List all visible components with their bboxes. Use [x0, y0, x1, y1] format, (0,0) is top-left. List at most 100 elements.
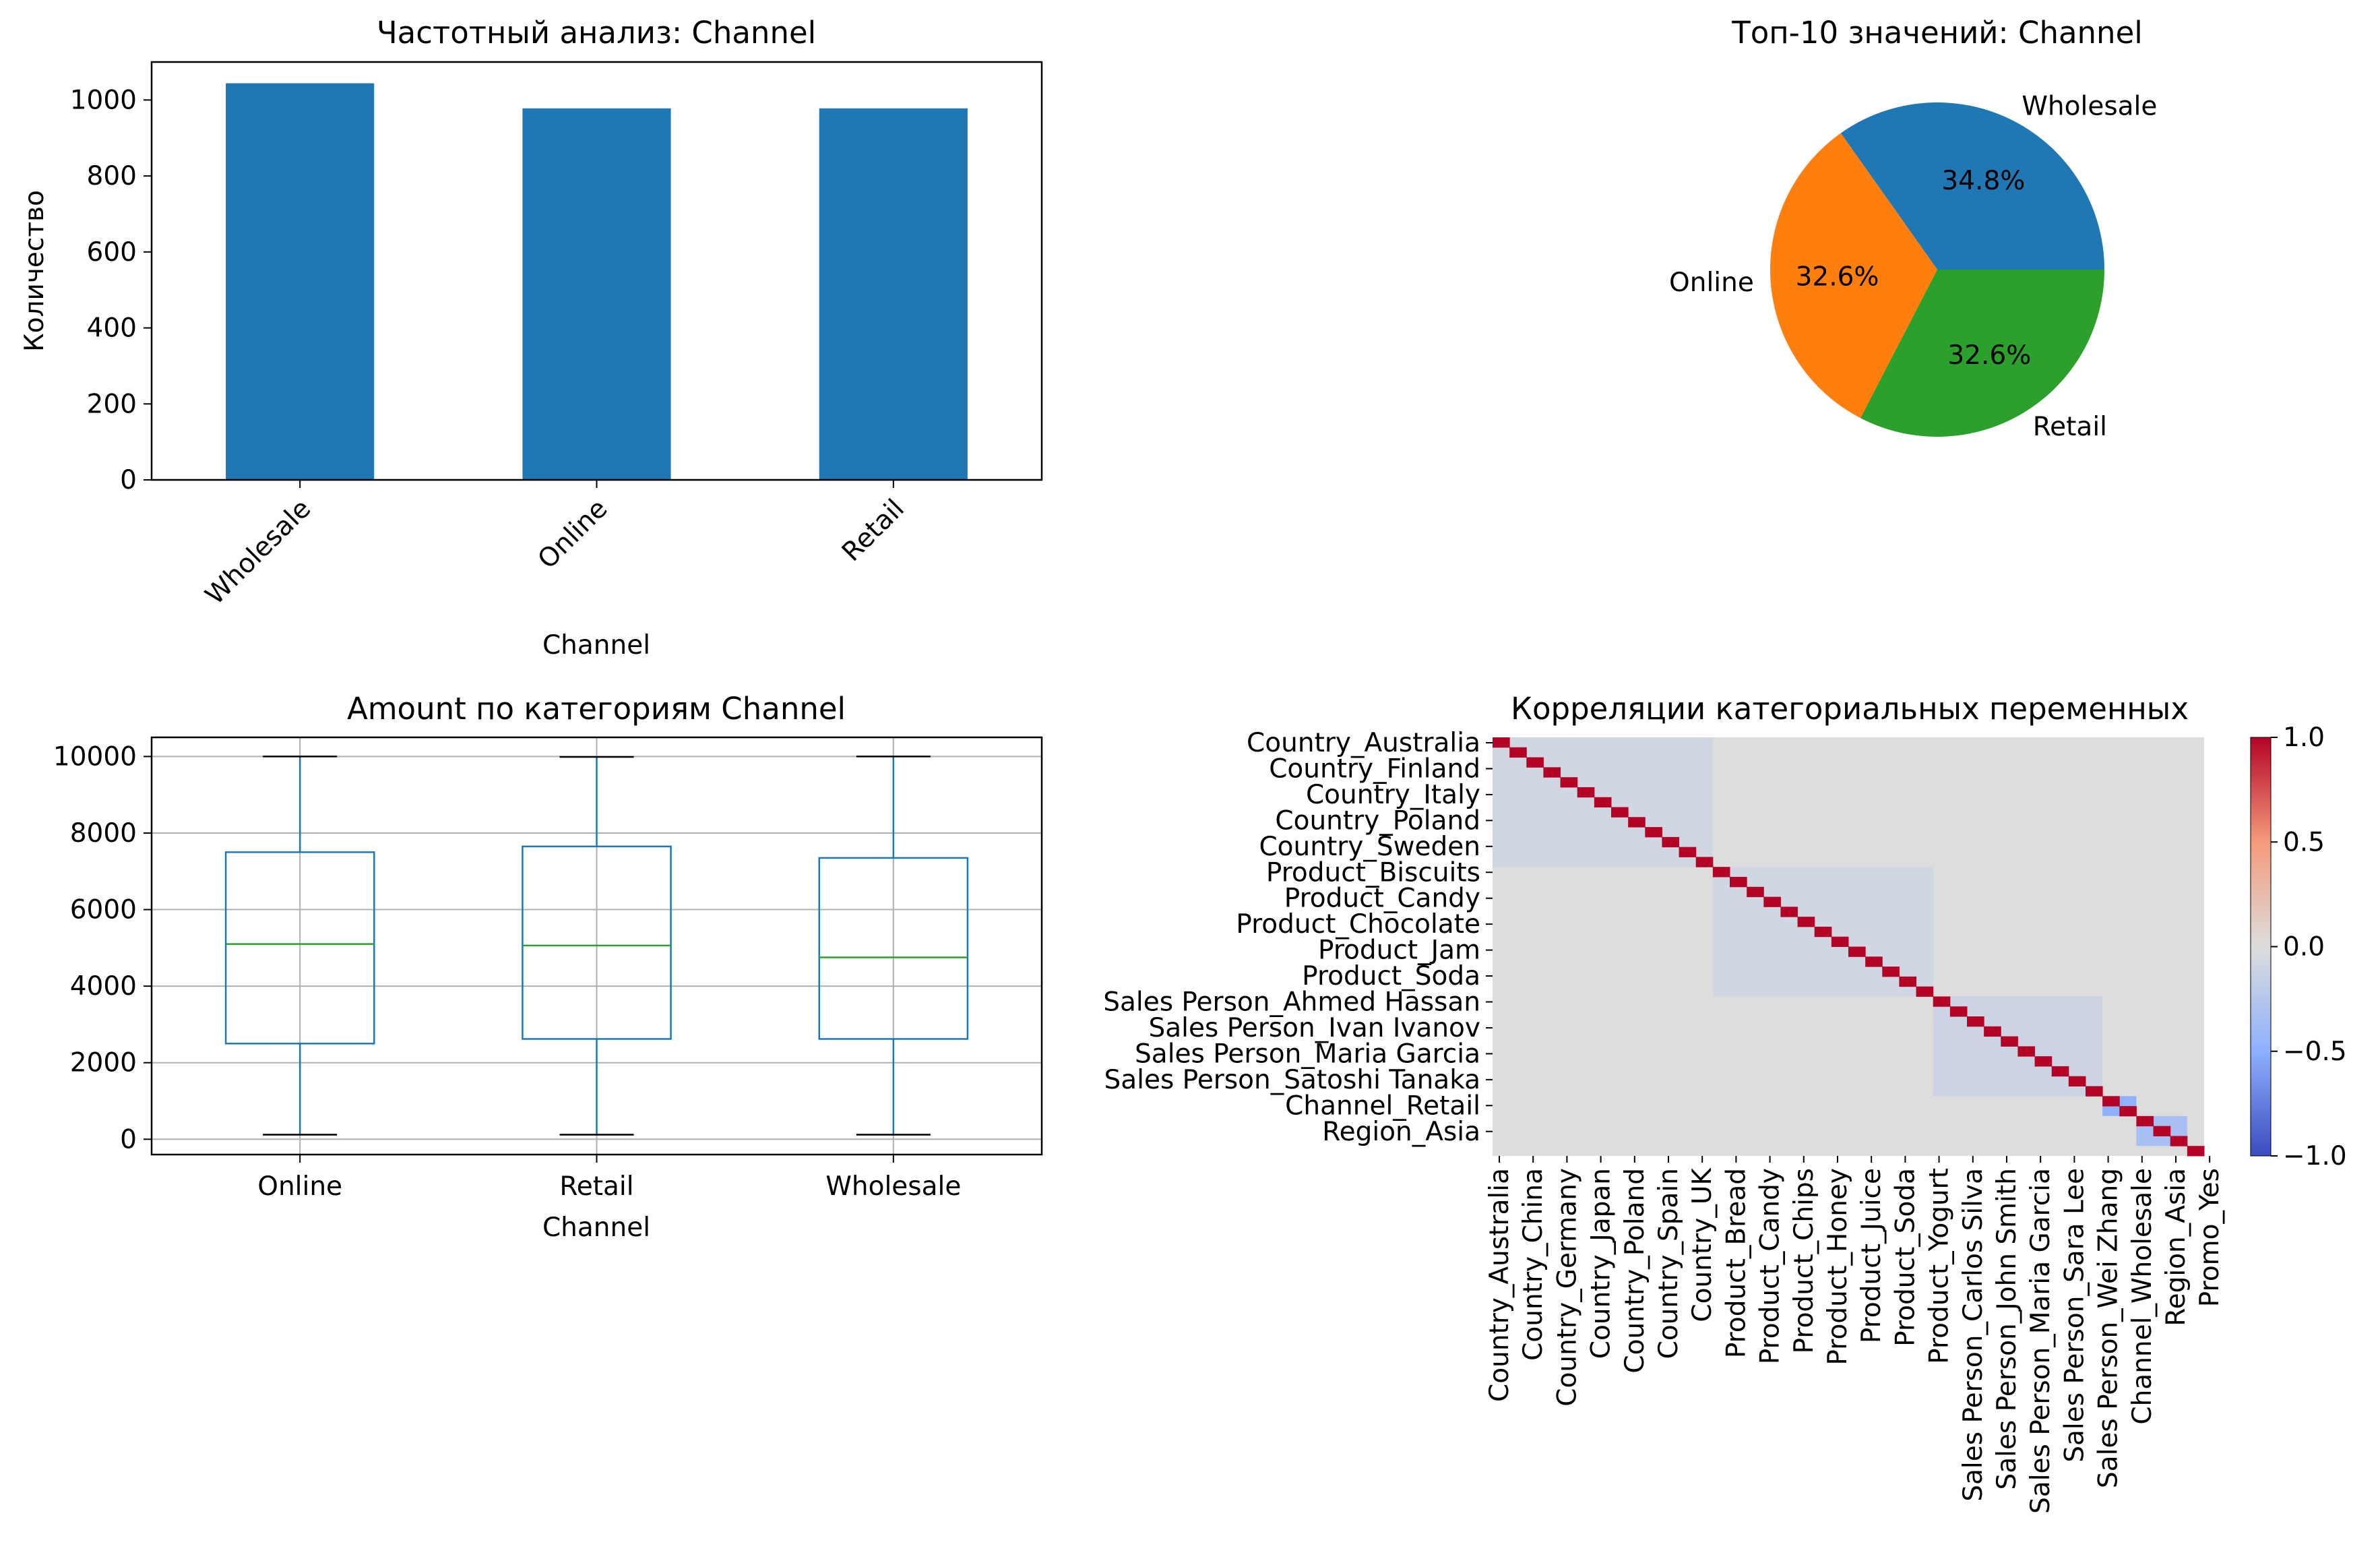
pie-slice-retail: [1860, 270, 2104, 437]
heatmap-x-tick-label: Country_Spain: [1654, 1168, 1684, 1359]
box-body: [224, 851, 375, 1045]
heatmap-diagonal-cell: [1695, 857, 1714, 867]
bar-y-tick-label: 1000: [70, 85, 137, 115]
heatmap-x-labels: Country_Australia Country_China Country_Ge…: [1484, 1156, 2225, 1514]
heatmap-diagonal-cell: [1984, 1026, 2001, 1037]
colorbar-tick-label: −1.0: [2283, 1141, 2347, 1171]
heatmap-diagonal-cell: [1797, 917, 1815, 927]
pie-slice-online: [1770, 133, 1937, 419]
heatmap-y-tick-label: Country_Poland: [1275, 805, 1480, 836]
heatmap-x-tick-label: Sales Person_Sara Lee: [2059, 1168, 2090, 1463]
heatmap-y-tick-label: Sales Person_Maria Garcia: [1135, 1039, 1480, 1069]
colorbar-tick-label: 1.0: [2283, 723, 2325, 753]
heatmap-diagonal-cell: [2136, 1115, 2154, 1127]
heatmap-diagonal-cell: [1730, 877, 1747, 888]
box-x-axis: Online Retail Wholesale: [257, 1155, 961, 1202]
pie-slices: [1770, 102, 2104, 437]
heatmap-diagonal-cell: [1509, 747, 1527, 758]
box-x-tick-label: Online: [257, 1171, 342, 1202]
box-y-tick-label: 0: [120, 1124, 137, 1155]
heatmap-y-tick-label: Country_Sweden: [1259, 832, 1480, 862]
heatmap-diagonal-cell: [1594, 797, 1612, 807]
heatmap-x-tick-label: Sales Person_Carlos Silva: [1958, 1168, 1988, 1502]
heatmap-diagonal-cell: [1712, 867, 1730, 878]
heatmap-x-tick-label: Product_Honey: [1823, 1168, 1853, 1366]
heatmap-diagonal-cell: [2068, 1076, 2086, 1086]
heatmap-diagonal-cell: [1831, 936, 1849, 947]
heatmap-y-tick-label: Region_Asia: [1322, 1117, 1480, 1147]
bar-y-axis-label: Количество: [20, 190, 50, 352]
heatmap-diagonal-cell: [2170, 1136, 2188, 1146]
heatmap-diagonal-cell: [1679, 847, 1697, 857]
bar-y-axis: 0 200 400 600 800 1000: [70, 85, 152, 495]
heatmap-diagonal-cell: [1763, 896, 1781, 907]
heatmap-diagonal-cell: [2187, 1146, 2205, 1157]
heatmap-diagonal-cell: [2034, 1056, 2053, 1067]
colorbar-tick-label: 0.5: [2283, 827, 2325, 857]
heatmap-x-tick-label: Sales Person_Wei Zhang: [2094, 1168, 2124, 1488]
box-y-tick-label: 6000: [70, 895, 137, 925]
heatmap-y-tick-label: Product_Soda: [1302, 961, 1480, 991]
heatmap-y-tick-label: Country_Finland: [1269, 754, 1480, 784]
heatmap-y-tick-label: Channel_Retail: [1285, 1091, 1480, 1121]
bar-x-axis: Wholesale Online Retail: [199, 480, 910, 611]
heatmap-y-tick-label: Sales Person_Ivan Ivanov: [1149, 1013, 1481, 1043]
heatmap-x-tick-label: Product_Juice: [1856, 1168, 1887, 1343]
box-x-axis-label: Channel: [542, 1213, 650, 1243]
heatmap-diagonal-cell: [1493, 737, 1510, 748]
heatmap-x-tick-label: Product_Soda: [1890, 1168, 1920, 1347]
bar-y-tick-label: 400: [87, 313, 137, 344]
heatmap-panel: Корреляции категориальных переменных Cou…: [1103, 691, 2346, 1514]
heatmap-diagonal-cell: [1899, 976, 1917, 987]
box-retail: [522, 756, 672, 1136]
heatmap-diagonal-cell: [1949, 1006, 1968, 1017]
colorbar-tick-label: 0.0: [2283, 932, 2325, 962]
colorbar-bar: [2251, 737, 2271, 1156]
bar-y-tick-label: 0: [120, 465, 137, 495]
bar-x-tick-label: Online: [532, 493, 614, 575]
bar-wholesale: [226, 83, 375, 480]
heatmap-diagonal-cell: [2017, 1046, 2036, 1057]
heatmap-diagonal-cell: [2051, 1066, 2069, 1077]
heatmap-diagonal-cell: [1747, 886, 1764, 898]
bar-retail: [819, 108, 968, 480]
pie-pct-label: 32.6%: [1947, 340, 2031, 371]
heatmap-diagonal-cell: [2153, 1126, 2171, 1136]
heatmap-diagonal-cell: [1848, 946, 1866, 957]
box-x-tick-label: Retail: [559, 1171, 633, 1202]
heatmap-x-tick-label: Country_China: [1518, 1168, 1548, 1361]
heatmap-diagonal-cell: [1882, 967, 1900, 977]
heatmap-diagonal-cell: [1628, 817, 1646, 828]
heatmap-x-tick-label: Country_Australia: [1484, 1168, 1515, 1402]
heatmap-cells: [1493, 737, 2205, 1157]
pie-labels: Wholesale 34.8% Online 32.6% Retail 32.6%: [1669, 92, 2157, 442]
box-online: [224, 756, 375, 1136]
box-y-tick-label: 8000: [70, 818, 137, 849]
heatmap-y-tick-label: Country_Australia: [1247, 728, 1480, 758]
heatmap-title: Корреляции категориальных переменных: [1511, 691, 2189, 727]
pie-label: Wholesale: [2022, 92, 2157, 122]
pie-label: Retail: [2033, 412, 2107, 442]
bar-y-tick-label: 200: [87, 389, 137, 419]
bar-chart-panel: Частотный анализ: Channel 0 200 400 600 800 1…: [20, 15, 1043, 661]
box-y-tick-label: 2000: [70, 1048, 137, 1078]
bar-x-axis-label: Channel: [542, 630, 650, 661]
pie-label: Online: [1669, 268, 1754, 298]
heatmap-x-tick-label: Product_Candy: [1755, 1168, 1786, 1364]
heatmap-x-tick-label: Sales Person_Maria Garcia: [2026, 1168, 2056, 1514]
heatmap-x-tick-label: Country_Japan: [1586, 1168, 1617, 1359]
box-y-axis: 0 2000 4000 6000 8000 10000: [53, 741, 152, 1155]
heatmap-diagonal-cell: [1560, 777, 1578, 788]
box-wholesale: [818, 756, 969, 1136]
bar-online: [522, 108, 671, 480]
box-series: [224, 756, 969, 1136]
heatmap-x-tick-label: Country_Poland: [1620, 1168, 1650, 1374]
heatmap-x-tick-label: Product_Bread: [1721, 1168, 1751, 1358]
heatmap-y-tick-label: Product_Chocolate: [1236, 909, 1480, 940]
pie-chart-title: Топ-10 значений: Channel: [1731, 15, 2143, 51]
colorbar-tick-label: −0.5: [2283, 1037, 2347, 1067]
heatmap-diagonal-cell: [1543, 767, 1561, 778]
heatmap-x-tick-label: Product_Chips: [1789, 1168, 1819, 1353]
heatmap-x-tick-label: Channel_Wholesale: [2127, 1168, 2158, 1425]
heatmap-diagonal-cell: [2086, 1086, 2103, 1097]
